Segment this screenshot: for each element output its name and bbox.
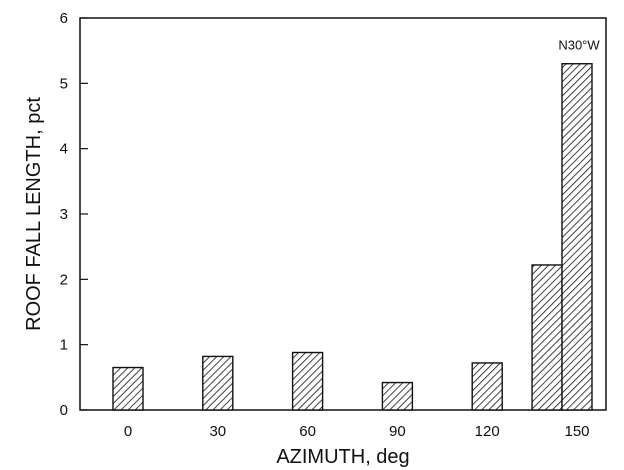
x-tick-label: 150	[564, 423, 589, 440]
y-tick-label: 2	[60, 271, 68, 288]
x-tick-label: 30	[209, 423, 226, 440]
x-axis-ticks: 0 30 60 90 120 150	[124, 423, 590, 440]
bar-azimuth-150	[561, 63, 593, 411]
x-tick-label: 0	[124, 423, 132, 440]
bar-azimuth-120	[471, 362, 503, 411]
y-tick-label: 0	[60, 402, 68, 419]
bar-azimuth-90	[381, 381, 414, 411]
bar-azimuth-0	[112, 366, 144, 411]
y-tick-label: 5	[60, 75, 68, 92]
bar-azimuth-140	[531, 264, 563, 411]
x-tick-label: 60	[299, 423, 316, 440]
y-tick-label: 1	[60, 337, 68, 354]
x-axis-title: AZIMUTH, deg	[276, 446, 409, 468]
bar-series	[112, 63, 593, 411]
direction-annotation: N30°W	[558, 38, 600, 53]
plot-frame	[79, 17, 607, 411]
y-tick-label: 4	[60, 141, 68, 158]
x-tick-label: 120	[475, 423, 500, 440]
y-axis-ticks: 0 1 2 3 4 5 6	[60, 10, 88, 419]
x-tick-label: 90	[389, 423, 406, 440]
y-axis-title: ROOF FALL LENGTH, pct	[23, 97, 45, 331]
bar-azimuth-30	[202, 355, 234, 411]
bar-azimuth-60	[291, 351, 324, 411]
y-tick-label: 3	[60, 206, 68, 223]
y-tick-label: 6	[60, 10, 68, 27]
